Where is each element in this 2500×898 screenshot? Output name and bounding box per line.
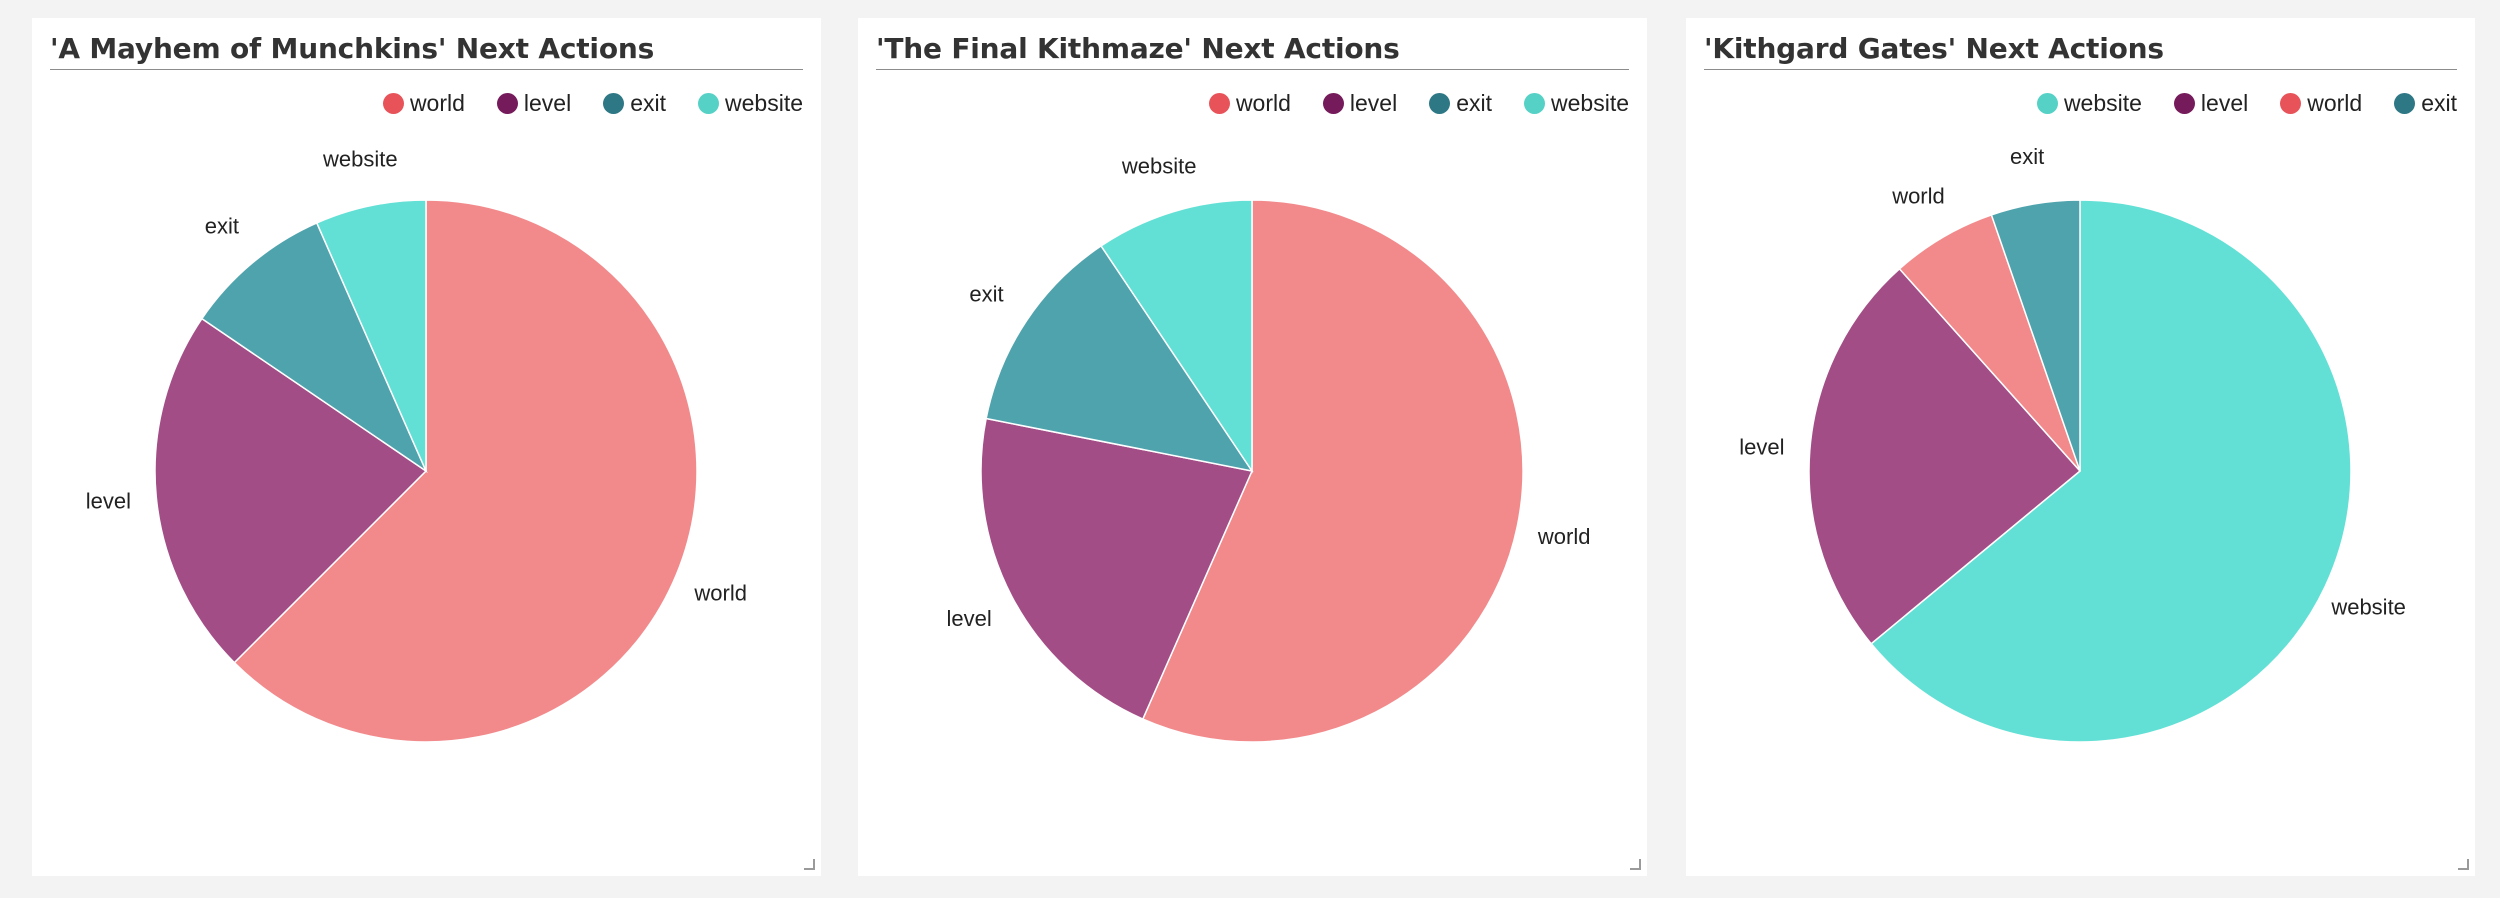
legend-swatch [382,93,404,114]
pie-slice-level[interactable] [154,317,428,664]
chart-legend: website level world exit [1686,90,2457,117]
legend-swatch [2036,93,2058,114]
legend-item-world[interactable]: world [382,90,465,117]
pie-slice-level[interactable] [1808,267,2082,645]
legend-label: exit [2421,90,2457,116]
pie-chart: world level exit website [947,153,1591,743]
legend-label: world [1235,90,1291,116]
legend-swatch [496,93,518,114]
legend-item-website[interactable]: website [698,90,803,117]
legend-item-exit[interactable]: exit [603,90,666,117]
chart-legend: world level exit website [858,90,1629,117]
legend-swatch [2280,93,2302,114]
slice-label-exit: exit [205,213,239,238]
legend-item-website[interactable]: website [1524,90,1629,117]
legend-swatch [1208,93,1230,114]
legend-item-exit[interactable]: exit [1429,90,1492,117]
slice-label-website: website [322,146,398,171]
pie-slice-exit[interactable] [200,221,428,474]
pie-slice-level[interactable] [980,417,1254,721]
legend-label: level [523,90,572,116]
chart-panel-3: 'Kithgard Gates' Next Actions website lev… [1686,18,2475,876]
resize-handle[interactable] [2458,859,2469,870]
legend-item-exit[interactable]: exit [2394,90,2457,117]
chart-title: 'Kithgard Gates' Next Actions [1704,32,2457,70]
legend-swatch [1524,93,1546,114]
legend-label: website [1551,90,1629,116]
legend-swatch [2173,93,2195,114]
legend-swatch [1429,93,1451,114]
slice-label-exit: exit [2010,144,2044,169]
legend-label: exit [1456,90,1493,116]
chart-title: 'A Mayhem of Munchkins' Next Actions [50,32,803,70]
slice-label-level: level [1739,434,1784,459]
chart-panel-1: 'A Mayhem of Munchkins' Next Actions wor… [32,18,821,876]
legend-label: website [725,90,803,116]
legend-label: world [409,90,465,116]
legend-item-level[interactable]: level [2173,90,2249,117]
pie-slice-exit[interactable] [985,244,1254,473]
legend-label: level [1349,90,1398,116]
pie-chart: website level world exit [1739,144,2406,743]
pie-slice-world[interactable] [1141,199,1524,743]
legend-label: level [2200,90,2249,116]
slice-label-world: world [693,581,747,606]
legend-item-level[interactable]: level [1322,90,1398,117]
slice-label-website: website [1121,153,1197,178]
pie-slice-website[interactable] [1100,199,1253,474]
pie-slice-exit[interactable] [1990,199,2081,472]
slice-label-level: level [947,606,992,631]
pie-slice-website[interactable] [1870,199,2352,743]
resize-handle[interactable] [804,859,815,870]
chart-panel-2: 'The Final Kithmaze' Next Actions world l… [858,18,1647,876]
slice-label-world: world [1891,183,1945,208]
chart-title: 'The Final Kithmaze' Next Actions [876,32,1629,70]
pie-chart: world level exit website [86,146,747,743]
pie-slice-website[interactable] [315,199,427,472]
legend-label: website [2063,90,2142,116]
slice-label-level: level [86,489,131,514]
legend-item-website[interactable]: website [2036,90,2142,117]
legend-swatch [2394,93,2416,114]
legend-label: world [2307,90,2363,116]
legend-item-level[interactable]: level [496,90,572,117]
legend-item-world[interactable]: world [1208,90,1291,117]
slice-label-exit: exit [969,282,1003,307]
resize-handle[interactable] [1630,859,1641,870]
legend-swatch [603,93,625,114]
legend-label: exit [630,90,667,116]
slice-label-world: world [1537,524,1591,549]
slice-label-website: website [2330,594,2406,619]
legend-item-world[interactable]: world [2280,90,2362,117]
pie-slice-world[interactable] [233,199,698,743]
legend-swatch [1322,93,1344,114]
legend-swatch [698,93,720,114]
chart-legend: world level exit website [32,90,803,117]
